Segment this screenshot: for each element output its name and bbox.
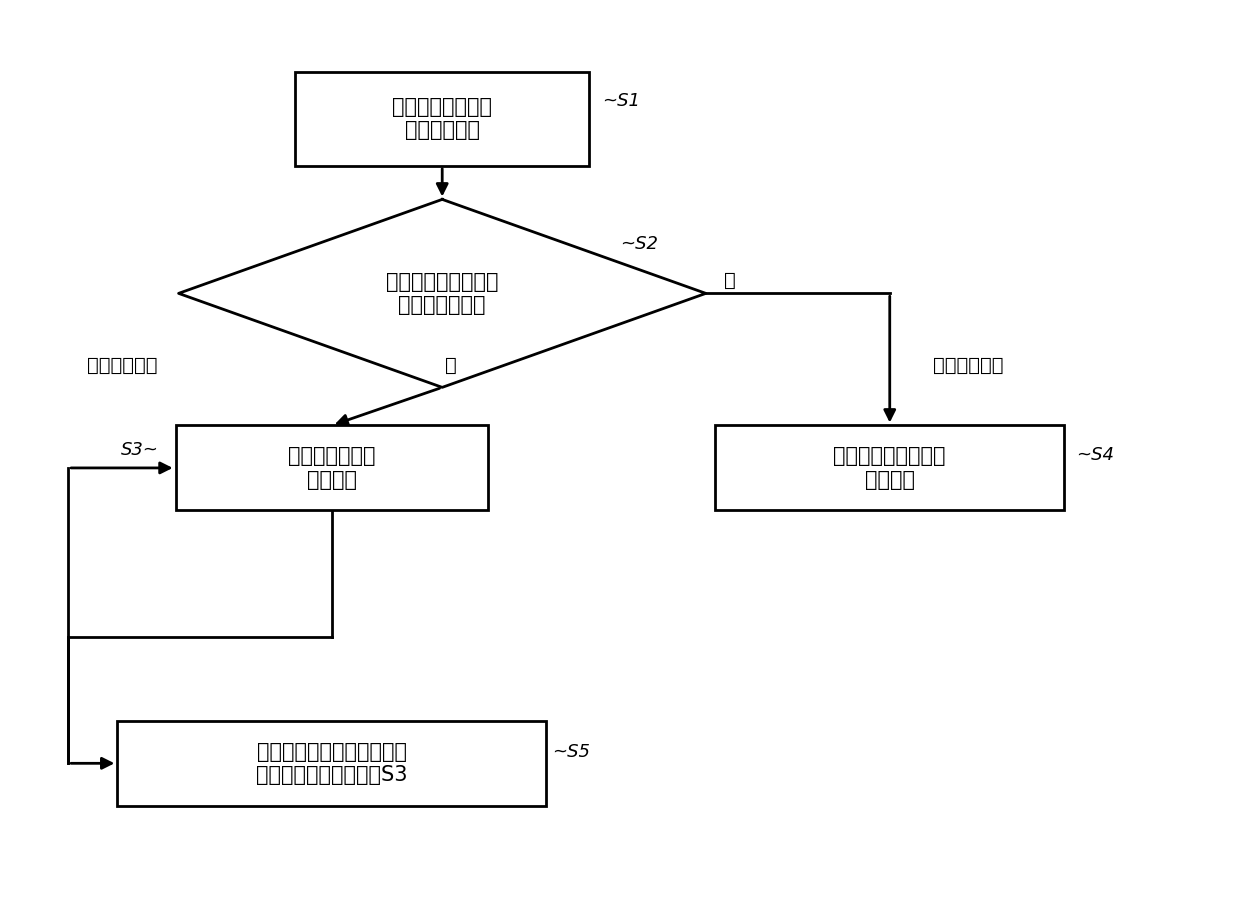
- Text: 第一输送路径: 第一输送路径: [932, 355, 1003, 375]
- Text: 检测供水管网系统
实际水源压力: 检测供水管网系统 实际水源压力: [392, 97, 492, 140]
- Text: ~S4: ~S4: [1076, 445, 1114, 464]
- Bar: [176, 425, 489, 511]
- Text: S3~: S3~: [122, 441, 159, 459]
- Text: 否: 否: [445, 355, 456, 375]
- Text: 第二输送路径: 第二输送路径: [87, 355, 157, 375]
- Text: 判断水源压力是否满
足预定试验压力: 判断水源压力是否满 足预定试验压力: [386, 272, 498, 315]
- Bar: [295, 72, 589, 165]
- Bar: [118, 721, 547, 806]
- Text: 检测环管模块内压力不满足
实验要求压力，返回至S3: 检测环管模块内压力不满足 实验要求压力，返回至S3: [257, 742, 408, 784]
- Text: ~S5: ~S5: [553, 743, 590, 761]
- Text: 水源压力调整至
预定压力: 水源压力调整至 预定压力: [288, 446, 376, 490]
- Text: ~S2: ~S2: [620, 235, 658, 253]
- Text: ~S1: ~S1: [601, 92, 640, 110]
- Text: 是: 是: [724, 271, 737, 289]
- Bar: [715, 425, 1064, 511]
- Text: 对待检测隔离阀进行
密封试验: 对待检测隔离阀进行 密封试验: [833, 446, 946, 490]
